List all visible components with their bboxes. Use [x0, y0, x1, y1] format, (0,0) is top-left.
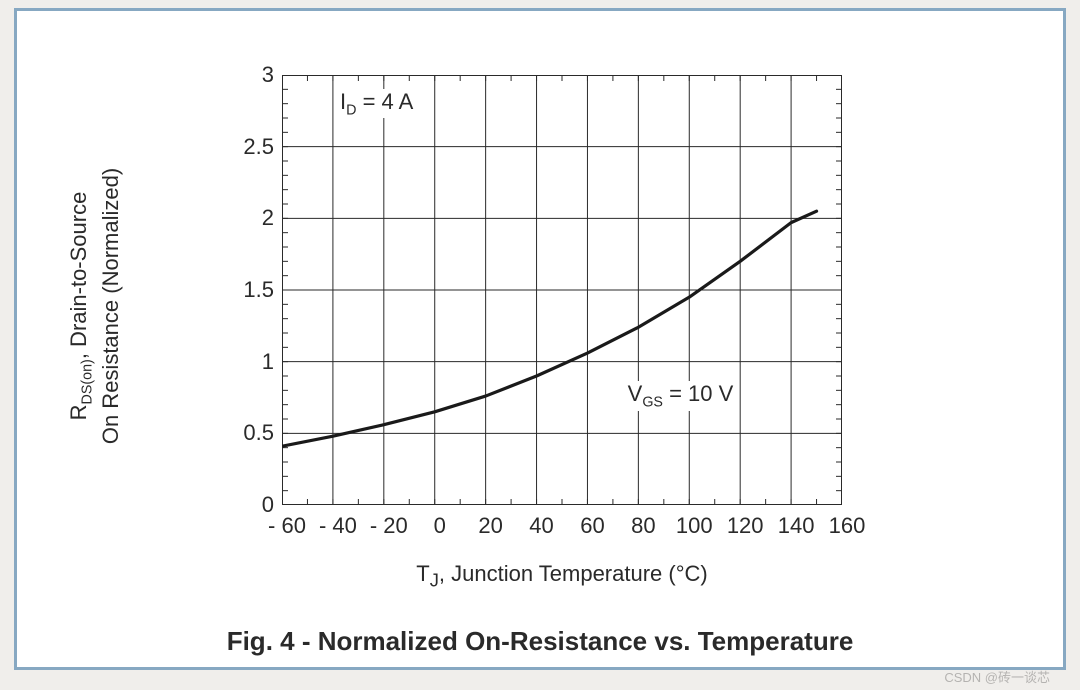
x-tick-label: - 20: [364, 513, 414, 539]
y-tick-label: 1.5: [232, 277, 274, 303]
x-tick-label: 40: [517, 513, 567, 539]
y-tick-label: 3: [232, 62, 274, 88]
watermark-text: CSDN @砖一谈芯: [944, 667, 1050, 686]
x-tick-label: 20: [466, 513, 516, 539]
x-tick-label: 160: [822, 513, 872, 539]
y-tick-label: 2.5: [232, 134, 274, 160]
annotation-id-condition: ID = 4 A: [338, 89, 415, 118]
x-tick-label: - 40: [313, 513, 363, 539]
figure-caption: Fig. 4 - Normalized On-Resistance vs. Te…: [17, 626, 1063, 657]
y-axis-label-line2: On Resistance (Normalized): [97, 91, 125, 521]
plot-area: ID = 4 A VGS = 10 V: [282, 75, 842, 505]
y-tick-label: 1: [232, 349, 274, 375]
x-axis-label: TJ, Junction Temperature (°C): [282, 561, 842, 591]
y-tick-label: 2: [232, 205, 274, 231]
x-tick-label: 140: [771, 513, 821, 539]
chart-svg: [282, 75, 842, 505]
y-axis-label: RDS(on), Drain-to-Source On Resistance (…: [65, 91, 245, 521]
y-tick-label: 0.5: [232, 420, 274, 446]
y-axis-label-line1: RDS(on), Drain-to-Source: [65, 91, 97, 521]
x-tick-label: 60: [567, 513, 617, 539]
figure-frame: ID = 4 A VGS = 10 V RDS(on), Drain-to-So…: [14, 8, 1066, 670]
y-tick-label: 0: [232, 492, 274, 518]
x-tick-label: 100: [669, 513, 719, 539]
annotation-vgs-condition: VGS = 10 V: [626, 381, 736, 410]
x-tick-label: 120: [720, 513, 770, 539]
x-tick-label: 80: [618, 513, 668, 539]
x-tick-label: 0: [415, 513, 465, 539]
